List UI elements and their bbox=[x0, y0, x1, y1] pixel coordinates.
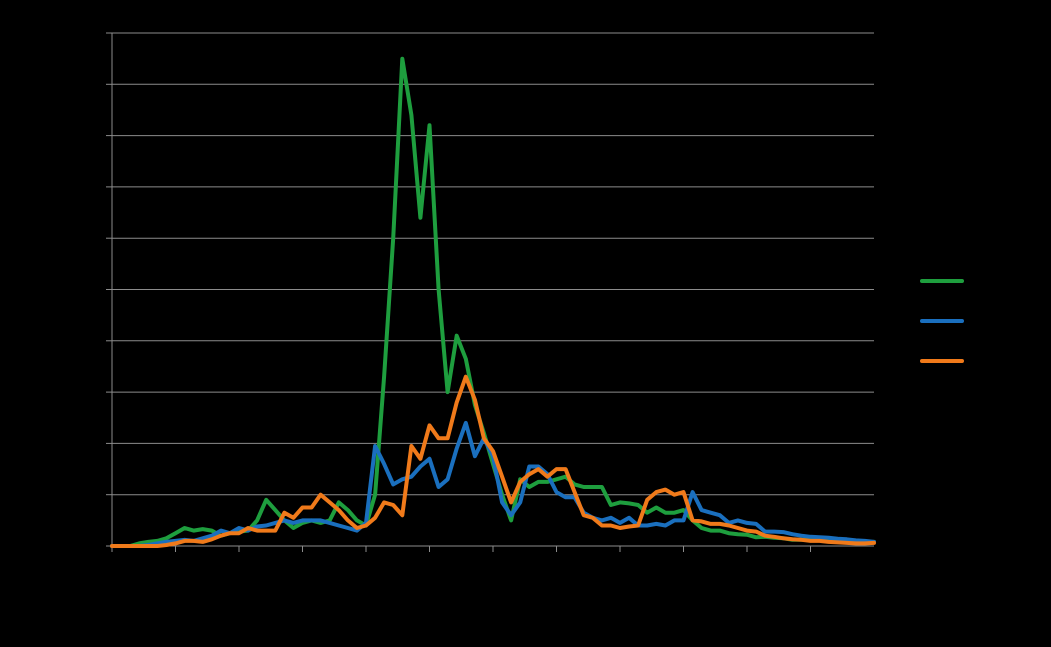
axes bbox=[106, 32, 874, 552]
gridlines bbox=[112, 32, 874, 496]
legend bbox=[920, 279, 964, 363]
series-line-1 bbox=[110, 56, 876, 548]
series-line-3 bbox=[110, 374, 876, 548]
series-line-2 bbox=[110, 420, 876, 548]
series-lines bbox=[110, 56, 876, 548]
